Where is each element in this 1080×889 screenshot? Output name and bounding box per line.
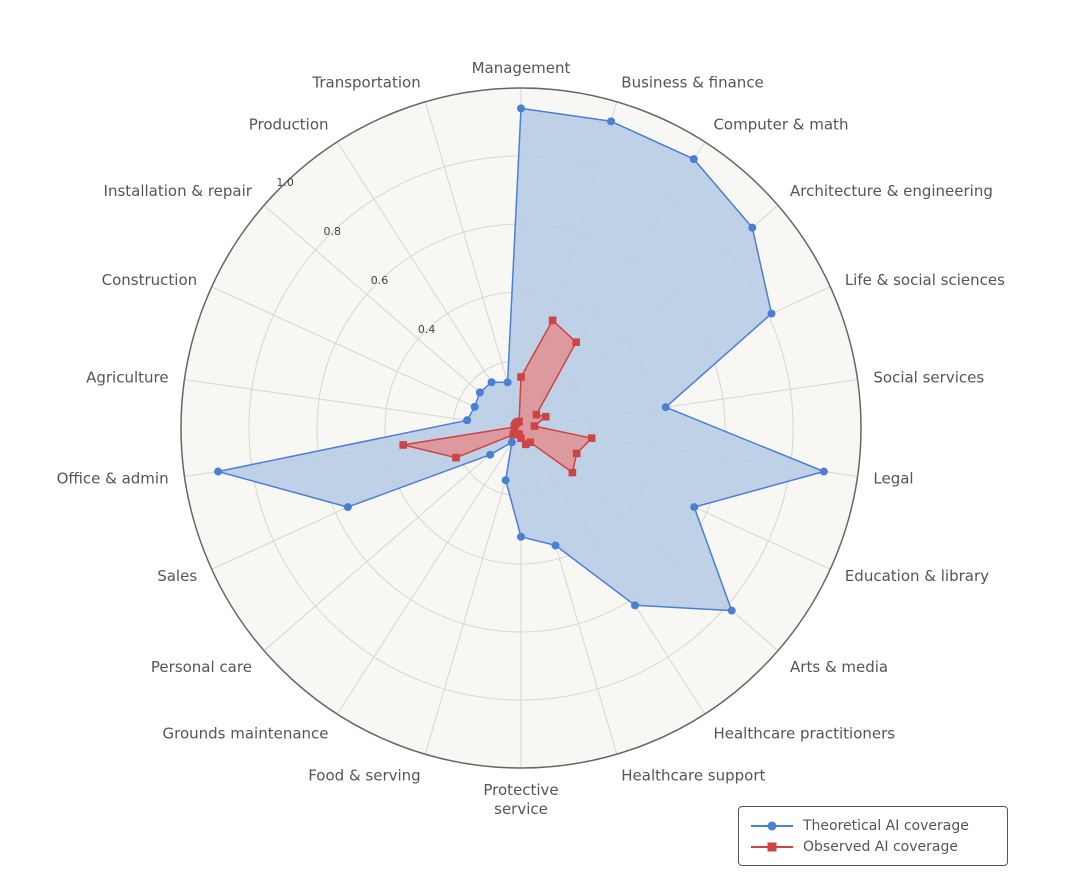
data-point bbox=[587, 434, 596, 442]
data-point bbox=[548, 316, 557, 325]
category-label-installation-and-repair: Installation & repair bbox=[104, 181, 253, 199]
data-point bbox=[526, 438, 534, 447]
data-point bbox=[541, 412, 550, 421]
grid-spoke bbox=[211, 286, 522, 429]
data-point bbox=[767, 309, 776, 318]
data-point bbox=[748, 223, 757, 232]
data-point bbox=[517, 373, 525, 381]
data-point bbox=[509, 430, 518, 439]
category-label-education-and-library: Education & library bbox=[845, 566, 989, 584]
legend-item-observed: Observed AI coverage bbox=[751, 836, 995, 857]
category-label-social-services: Social services bbox=[873, 368, 984, 386]
data-point bbox=[568, 468, 577, 477]
category-labels: Management Business & finance Computer & m… bbox=[57, 59, 1005, 818]
series-theoretical-ai-coverage bbox=[214, 104, 828, 615]
data-point bbox=[486, 450, 495, 459]
data-point bbox=[343, 503, 352, 512]
category-label-office-and-admin: Office & admin bbox=[57, 469, 169, 487]
category-label-architecture-and-engineering: Architecture & engineering bbox=[790, 181, 993, 199]
data-point bbox=[607, 117, 616, 126]
data-point bbox=[513, 429, 522, 438]
data-point bbox=[517, 532, 525, 541]
data-point bbox=[521, 440, 530, 449]
data-point bbox=[517, 104, 525, 113]
data-point bbox=[661, 403, 670, 412]
data-point bbox=[452, 453, 460, 462]
radial-tick-label: 0.8 bbox=[324, 225, 342, 238]
outer-ring bbox=[180, 87, 862, 769]
radial-tick-label: 0.4 bbox=[418, 323, 436, 336]
legend-label-observed: Observed AI coverage bbox=[803, 838, 958, 855]
data-point bbox=[470, 402, 479, 411]
category-label-transportation: Transportation bbox=[311, 73, 420, 91]
legend-square-marker-icon bbox=[751, 842, 793, 851]
category-label-agriculture: Agriculture bbox=[86, 368, 169, 386]
category-label-food-and-serving: Food & serving bbox=[308, 766, 421, 784]
category-label-personal-care: Personal care bbox=[151, 658, 252, 676]
category-label-sales: Sales bbox=[157, 566, 197, 584]
data-point bbox=[630, 601, 639, 610]
data-point bbox=[572, 449, 581, 458]
data-point bbox=[689, 155, 698, 164]
category-label-business-and-finance: Business & finance bbox=[621, 73, 764, 91]
data-point bbox=[507, 438, 516, 447]
data-point bbox=[551, 541, 560, 550]
legend-circle-marker-icon bbox=[751, 821, 793, 830]
data-point bbox=[463, 416, 472, 425]
radial-tick-labels: 0.4 0.6 0.8 1.0 bbox=[276, 176, 435, 336]
category-label-legal: Legal bbox=[873, 469, 913, 487]
legend-label-theoretical: Theoretical AI coverage bbox=[803, 817, 969, 834]
category-label-arts-and-media: Arts & media bbox=[790, 658, 888, 676]
data-point bbox=[501, 476, 510, 485]
data-point bbox=[530, 422, 539, 430]
legend: Theoretical AI coverage Observed AI cove… bbox=[738, 806, 1008, 866]
data-point bbox=[503, 378, 512, 387]
category-label-construction: Construction bbox=[102, 271, 198, 289]
grid-spoke bbox=[336, 427, 522, 715]
category-label-grounds-maintenance: Grounds maintenance bbox=[163, 724, 329, 742]
data-point bbox=[727, 606, 736, 615]
category-label-healthcare-practitioners: Healthcare practitioners bbox=[713, 724, 895, 742]
radial-tick-label: 1.0 bbox=[276, 176, 294, 189]
category-label-computer-and-math: Computer & math bbox=[713, 115, 848, 133]
category-label-management: Management bbox=[472, 59, 571, 77]
category-label-healthcare-support: Healthcare support bbox=[621, 766, 765, 784]
series-layer bbox=[214, 104, 828, 615]
radial-tick-label: 0.6 bbox=[371, 274, 389, 287]
category-label-production: Production bbox=[249, 115, 329, 133]
data-point bbox=[475, 388, 484, 397]
data-point bbox=[487, 378, 496, 387]
grid-spoke bbox=[263, 427, 522, 652]
grid-spoke bbox=[424, 101, 522, 429]
category-label-life-and-social-sciences: Life & social sciences bbox=[845, 271, 1005, 289]
data-point bbox=[819, 467, 828, 476]
legend-item-theoretical: Theoretical AI coverage bbox=[751, 815, 995, 836]
category-label-protective-service: Protective service bbox=[483, 781, 558, 818]
data-point bbox=[572, 338, 580, 346]
data-point bbox=[690, 503, 699, 512]
data-point bbox=[515, 417, 523, 426]
series-observed-ai-coverage bbox=[399, 316, 596, 477]
data-point bbox=[532, 410, 541, 419]
data-point bbox=[214, 467, 223, 476]
data-point bbox=[399, 441, 408, 449]
